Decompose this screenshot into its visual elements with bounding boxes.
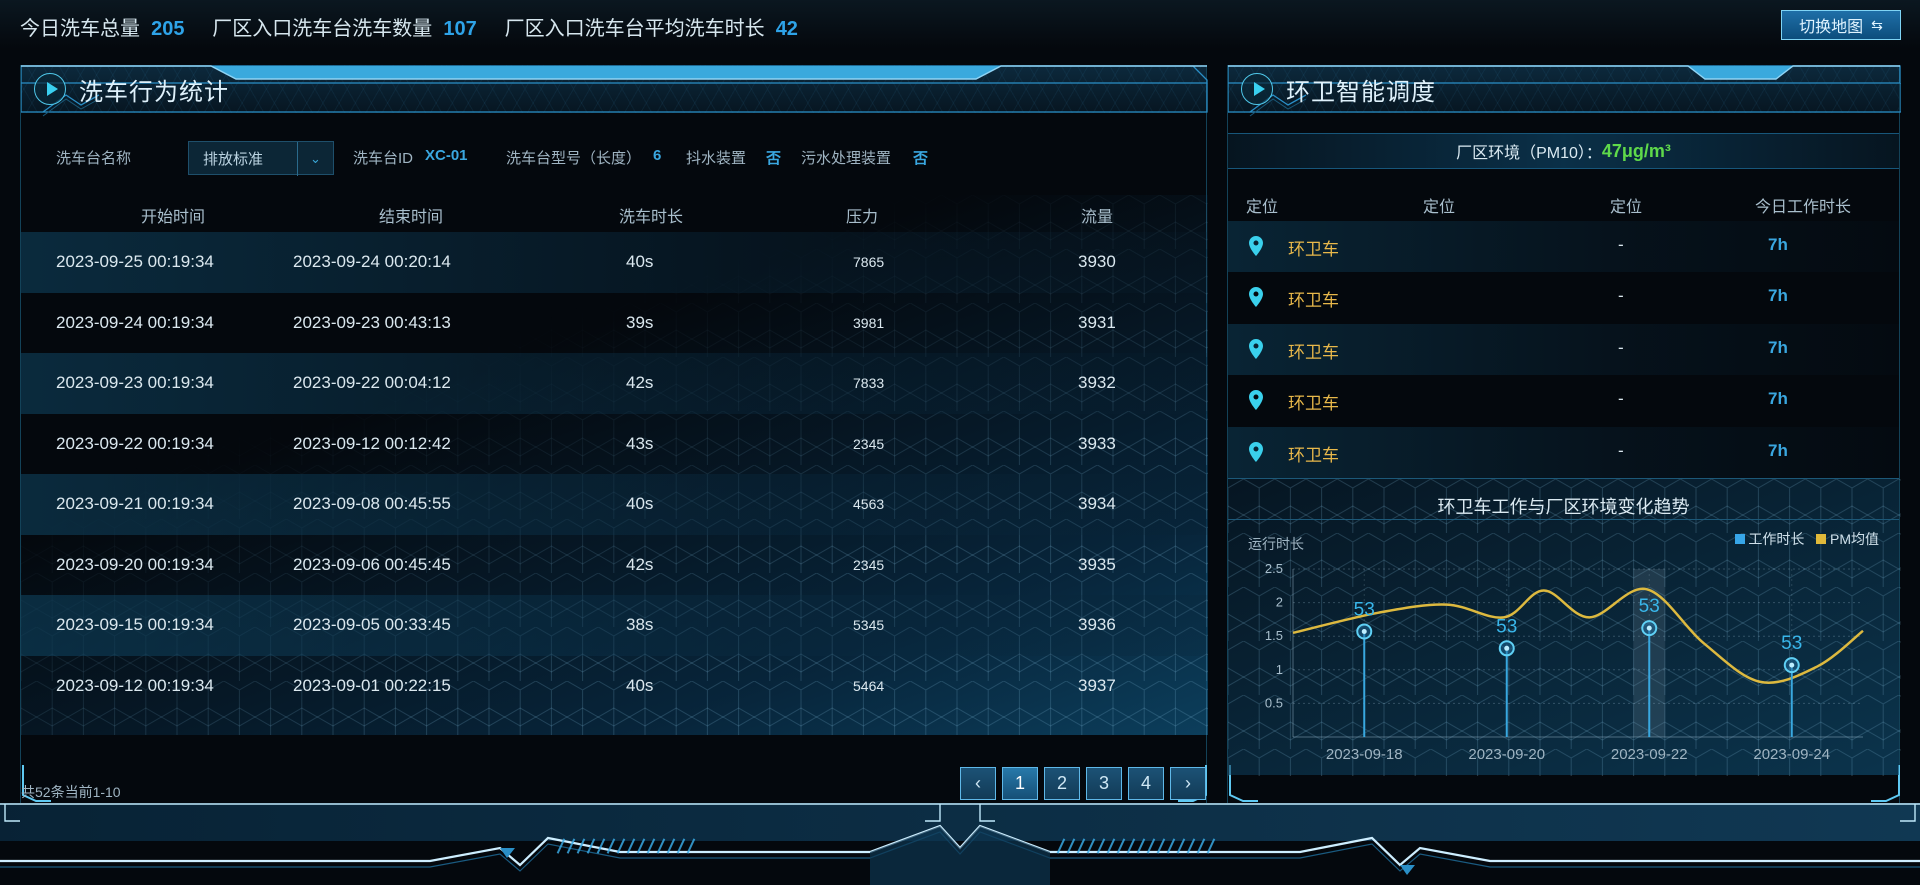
svg-text:2023-09-24: 2023-09-24: [1753, 746, 1830, 763]
svg-text:53: 53: [1781, 633, 1802, 654]
svg-text:0.5: 0.5: [1265, 695, 1283, 710]
svg-text:53: 53: [1496, 616, 1517, 637]
svg-text:2023-09-18: 2023-09-18: [1326, 746, 1403, 763]
svg-text:2: 2: [1276, 595, 1283, 610]
svg-text:2023-09-20: 2023-09-20: [1468, 746, 1545, 763]
svg-text:53: 53: [1639, 596, 1660, 617]
svg-text:53: 53: [1354, 599, 1375, 620]
svg-text:1.5: 1.5: [1265, 628, 1283, 643]
svg-text:2023-09-22: 2023-09-22: [1611, 746, 1688, 763]
svg-text:1: 1: [1276, 662, 1283, 677]
svg-text:2.5: 2.5: [1265, 561, 1283, 576]
